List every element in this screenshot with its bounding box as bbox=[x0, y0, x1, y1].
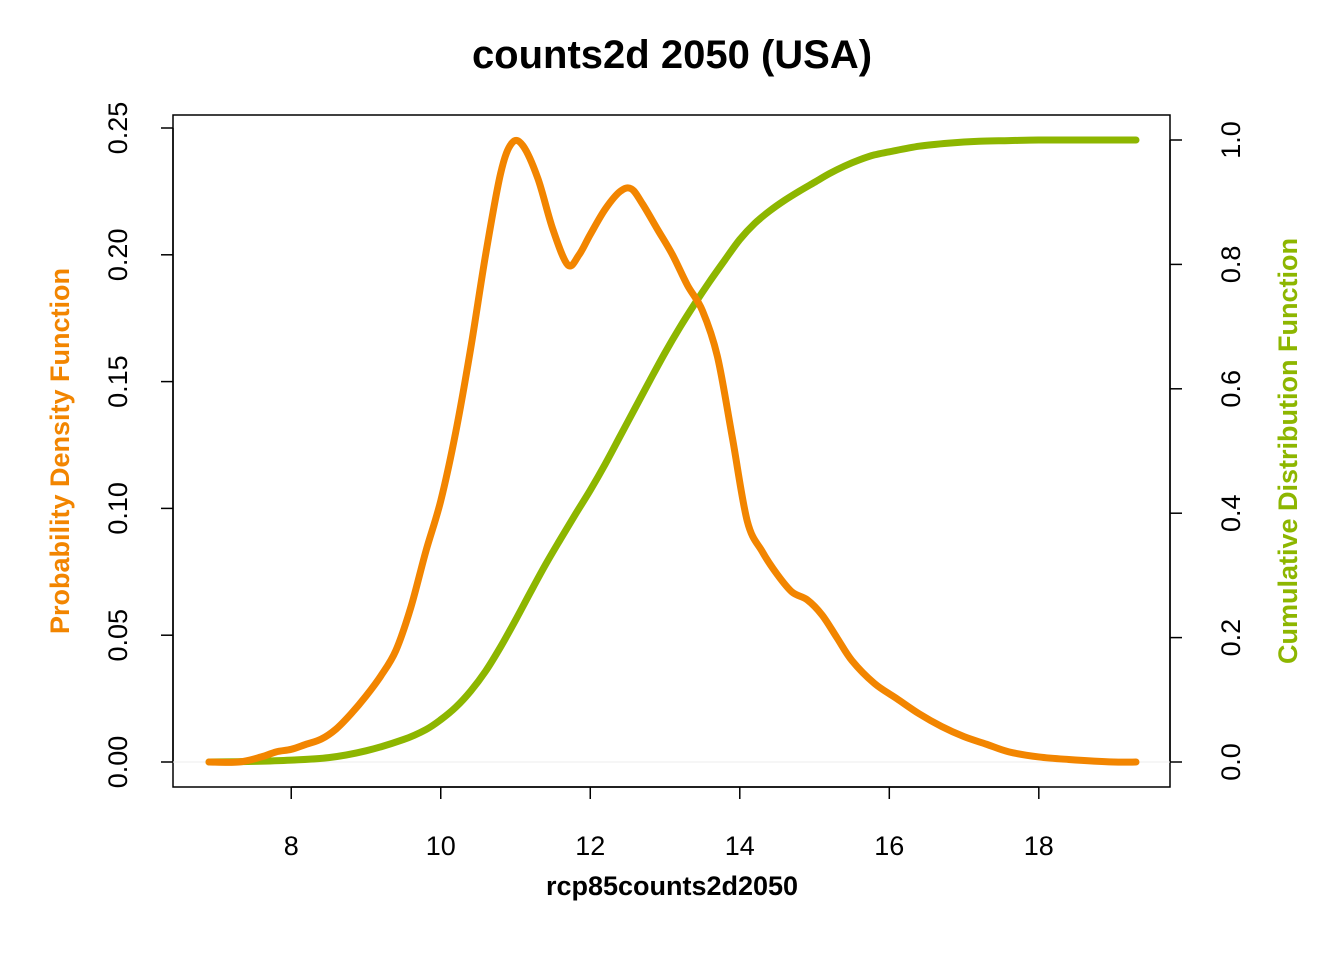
x-tick-label: 8 bbox=[284, 831, 299, 861]
x-tick-label: 10 bbox=[426, 831, 456, 861]
y-left-tick-label: 0.05 bbox=[103, 609, 133, 662]
y-axis-right: 0.0 0.2 0.4 0.6 0.8 1.0 bbox=[1169, 121, 1246, 781]
x-tick-label: 12 bbox=[575, 831, 605, 861]
y-left-tick-label: 0.25 bbox=[103, 102, 133, 155]
series-layer bbox=[173, 136, 1170, 766]
y-axis-right-label: Cumulative Distribution Function bbox=[1273, 238, 1303, 664]
x-tick-label: 14 bbox=[725, 831, 755, 861]
x-axis-label: rcp85counts2d2050 bbox=[546, 871, 798, 901]
plot-frame bbox=[172, 114, 1171, 788]
y-right-tick-label: 0.4 bbox=[1216, 494, 1246, 532]
y-right-tick-label: 0.2 bbox=[1216, 619, 1246, 657]
y-right-tick-label: 0.8 bbox=[1216, 246, 1246, 284]
y-axis-left-label: Probability Density Function bbox=[45, 268, 75, 634]
y-left-tick-label: 0.00 bbox=[103, 736, 133, 789]
y-axis-left: 0.00 0.05 0.10 0.15 0.20 0.25 bbox=[103, 102, 174, 789]
pdf-line bbox=[205, 136, 1140, 766]
y-right-tick-label: 0.6 bbox=[1216, 370, 1246, 408]
x-axis: 8 10 12 14 16 18 bbox=[284, 786, 1054, 861]
x-tick-label: 16 bbox=[874, 831, 904, 861]
y-left-tick-label: 0.15 bbox=[103, 355, 133, 408]
y-left-tick-label: 0.20 bbox=[103, 229, 133, 282]
y-right-tick-label: 1.0 bbox=[1216, 121, 1246, 159]
chart-title: counts2d 2050 (USA) bbox=[472, 33, 872, 77]
y-right-tick-label: 0.0 bbox=[1216, 743, 1246, 781]
x-tick-label: 18 bbox=[1024, 831, 1054, 861]
cdf-line bbox=[205, 136, 1140, 766]
y-left-tick-label: 0.10 bbox=[103, 482, 133, 535]
